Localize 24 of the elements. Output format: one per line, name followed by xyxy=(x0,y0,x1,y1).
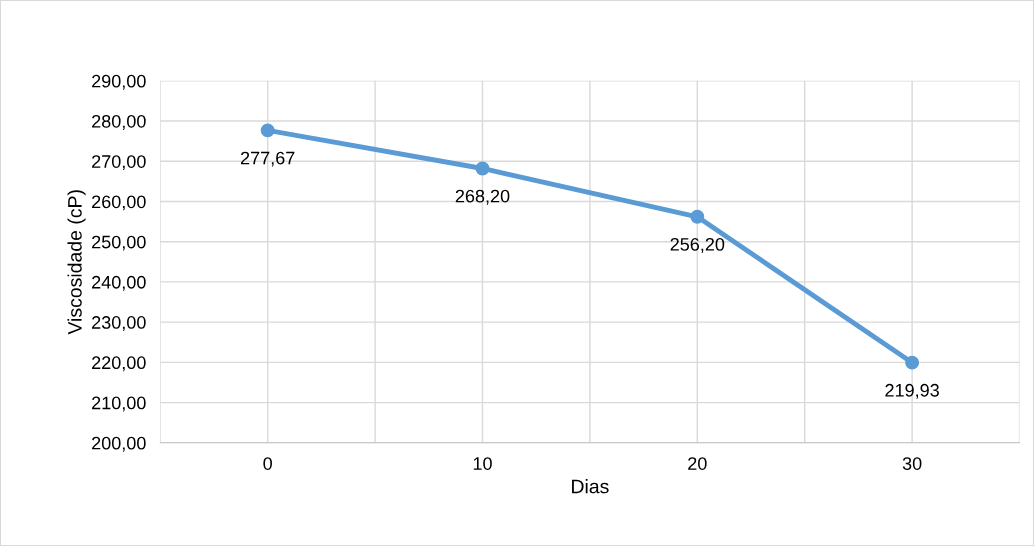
data-label: 256,20 xyxy=(670,237,725,253)
y-tick-label: 260,00 xyxy=(92,195,146,211)
data-label: 277,67 xyxy=(240,151,295,167)
y-tick-label: 250,00 xyxy=(92,235,146,251)
y-tick-label: 230,00 xyxy=(92,316,146,331)
point xyxy=(475,161,490,176)
point xyxy=(260,123,275,138)
y-tick-label: 210,00 xyxy=(92,396,146,412)
y-tick-label: 240,00 xyxy=(92,275,146,291)
y-tick-label: 220,00 xyxy=(92,356,146,372)
y-tick-label: 270,00 xyxy=(92,155,146,171)
x-tick-label: 30 xyxy=(902,457,922,470)
point xyxy=(905,355,920,370)
x-axis-title: Dias xyxy=(572,479,609,494)
point xyxy=(690,209,705,224)
data-label: 219,93 xyxy=(885,383,939,399)
y-tick-label: 280,00 xyxy=(92,114,146,130)
y-tick-label: 290,00 xyxy=(92,74,146,90)
x-tick-label: 0 xyxy=(263,457,272,470)
x-tick-label: 20 xyxy=(688,457,707,470)
y-axis-title: Viscosidade (cP) xyxy=(67,190,86,335)
x-tick-label: 10 xyxy=(473,457,492,470)
data-label: 268,20 xyxy=(455,189,510,205)
y-tick-label: 200,00 xyxy=(92,436,146,452)
